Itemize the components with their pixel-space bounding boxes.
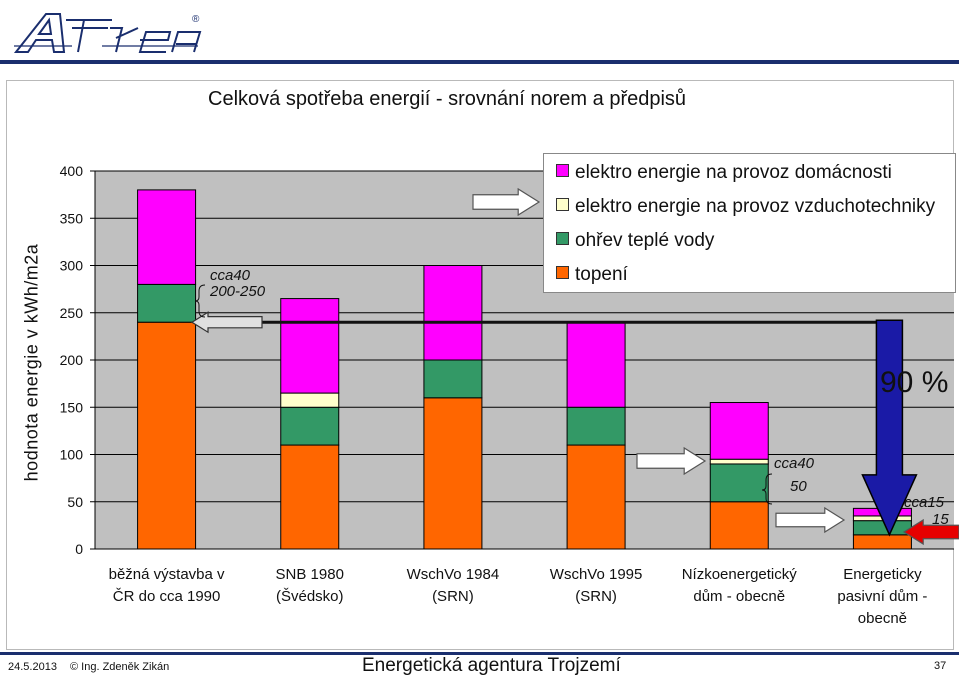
bar-segment (423, 397, 483, 550)
reference-arrow (190, 311, 263, 334)
bar-segment (423, 265, 483, 361)
legend-item: elektro energie na provoz domácnosti (556, 162, 892, 184)
arrow-ventilation-lowenergy (636, 446, 707, 476)
bar-segment (280, 406, 340, 446)
category-label: WschVo 1984 (SRN) (406, 566, 500, 605)
reduction-arrow (861, 319, 918, 537)
chart-legend: elektro energie na provoz domácnosti ele… (543, 153, 956, 293)
bar-segment (566, 406, 626, 446)
annotation-brace (761, 473, 773, 505)
annotation-cca40: cca40 (210, 267, 251, 284)
category-label: SNB 1980 (Švédsko) (275, 566, 344, 605)
registered-mark: ® (192, 14, 200, 25)
footer-author: © Ing. Zdeněk Zikán (70, 661, 170, 673)
legend-label: topení (575, 264, 628, 285)
annotation-value: 50 (790, 478, 807, 495)
category-label: Energeticky pasivní dům - obecně (837, 566, 928, 627)
bar-segment (280, 444, 340, 550)
legend-label: elektro energie na provoz vzduchotechnik… (575, 196, 936, 217)
bar-segment (280, 392, 340, 408)
reduction-label: 90 % (880, 366, 949, 399)
category-label: Nízkoenergetický dům - obecně (681, 566, 797, 605)
legend-item: topení (556, 264, 628, 286)
bar-segment (709, 501, 769, 550)
bar-segment (709, 402, 769, 460)
legend-swatch (556, 266, 569, 279)
page-number: 37 (934, 660, 947, 672)
bar-segment (423, 359, 483, 399)
y-tick-label: 400 (60, 163, 84, 179)
category-label: WschVo 1995 (SRN) (549, 566, 643, 605)
footer-divider (0, 652, 959, 655)
bar-segment (709, 463, 769, 503)
legend-label: ohřev teplé vody (575, 230, 715, 251)
arrow-heating-passive (902, 518, 959, 546)
atrea-logo: ® (13, 13, 202, 53)
legend-label: elektro energie na provoz domácnosti (575, 162, 892, 183)
header-divider (0, 60, 959, 64)
bar-segment (709, 458, 769, 465)
annotation-cca40: cca40 (774, 455, 815, 472)
bar-segment (852, 520, 912, 536)
bar-segment (852, 534, 912, 550)
y-tick-label: 150 (60, 399, 84, 415)
legend-swatch (556, 198, 569, 211)
legend-swatch (556, 232, 569, 245)
annotation-value: 15 (932, 511, 949, 528)
legend-arrow-ventilation (472, 187, 541, 217)
arrow-ventilation-passive (775, 506, 846, 534)
bar-segment (566, 444, 626, 550)
annotation-brace (194, 284, 206, 318)
y-tick-label: 200 (60, 352, 84, 368)
footer-agency: Energetická agentura Trojzemí (362, 655, 621, 676)
category-label: běžná výstavba v ČR do cca 1990 (108, 566, 225, 605)
bar-segment (137, 189, 197, 285)
y-tick-label: 250 (60, 305, 84, 321)
legend-item: ohřev teplé vody (556, 230, 714, 252)
legend-item: elektro energie na provoz vzduchotechnik… (556, 196, 935, 218)
bar-segment (137, 321, 197, 550)
legend-swatch (556, 164, 569, 177)
annotation-cca15: cca15 (904, 494, 945, 511)
annotation-range: 200-250 (210, 283, 266, 300)
y-tick-label: 50 (67, 494, 83, 510)
y-tick-label: 100 (60, 447, 84, 463)
footer-date: 24.5.2013 (8, 661, 57, 673)
bar-segment (280, 298, 340, 394)
y-tick-label: 0 (75, 541, 83, 557)
bar-segment (566, 321, 626, 408)
y-tick-label: 350 (60, 210, 84, 226)
bar-segment (137, 283, 197, 323)
chart-title: Celková spotřeba energií - srovnání nore… (208, 88, 687, 110)
y-tick-label: 300 (60, 258, 84, 274)
